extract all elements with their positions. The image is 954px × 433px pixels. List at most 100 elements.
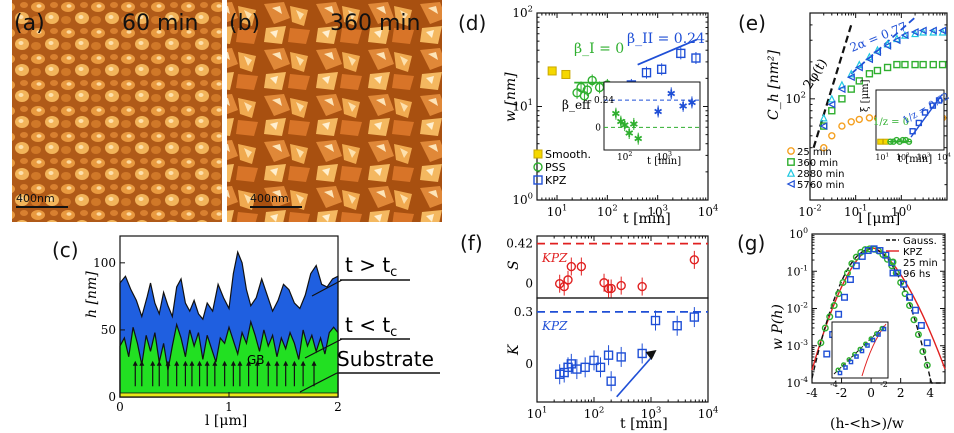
point-2880 min xyxy=(827,94,836,103)
panel-e: (e) 10-2 10-1 100 102 101 102 103 104 C_h [nm²]… xyxy=(738,11,952,227)
panel-b: (b) 360 min 400nm xyxy=(227,0,442,222)
point-360 min xyxy=(919,60,927,69)
inset-d-xtick: 103 xyxy=(657,151,672,163)
panel-tag-c: (c) xyxy=(52,238,79,262)
point-96 hs xyxy=(852,262,860,270)
panel-e-xlabel: l [μm] xyxy=(858,211,900,227)
inset-e-point-green xyxy=(890,138,897,145)
legend-marker-25 xyxy=(889,258,897,266)
ytick-S-0: 0 xyxy=(525,277,533,291)
panel-d-ylabel: w [nm] xyxy=(503,72,519,122)
point-25 min xyxy=(906,302,914,310)
point-360 min xyxy=(855,77,863,85)
point-25 min xyxy=(826,313,834,321)
inset-g-xtick: -2 xyxy=(880,380,888,389)
growth-arrow-head xyxy=(197,360,203,366)
inset-g-point-blue xyxy=(865,343,870,348)
xtick-label: 1 xyxy=(225,400,233,414)
growth-arrow-head xyxy=(189,360,195,366)
xtick-label: 103 xyxy=(641,405,662,421)
panel-c-xlabel: l [μm] xyxy=(205,413,247,429)
point-25 min xyxy=(919,348,927,356)
inset-e-point-blue xyxy=(915,119,923,127)
xtick-label: 102 xyxy=(584,405,605,421)
annot-2phi: 2φ(t) xyxy=(801,56,831,92)
point-5760 min xyxy=(873,48,882,57)
point-25 min xyxy=(901,290,909,298)
xtick-label: 102 xyxy=(597,203,618,219)
legend-marker-5760 xyxy=(786,179,795,189)
point-96 hs xyxy=(906,293,914,301)
ytick-label: 102 xyxy=(512,4,533,20)
panel-e-ylabel: C_h [nm²] xyxy=(766,49,782,120)
inset-g-gauss xyxy=(833,325,885,375)
xtick-label: 10-2 xyxy=(798,203,821,219)
panel-f-bottom-frame xyxy=(536,297,709,403)
inset-d-point-blue: ✱ xyxy=(687,96,696,109)
point-PSS xyxy=(579,91,590,101)
panel-tag-f: (f) xyxy=(460,231,483,255)
inset-e-point-blue xyxy=(909,128,916,135)
point-360 min xyxy=(893,60,901,69)
inset-d-xtick: 102 xyxy=(617,151,632,163)
ytick-K-03: 0.3 xyxy=(514,305,533,319)
point-5760 min xyxy=(837,85,846,94)
point-K xyxy=(689,312,700,322)
inset-d-point-blue: ✱ xyxy=(654,105,663,118)
ytick-label: 10-3 xyxy=(787,338,809,353)
point-96 hs xyxy=(858,252,866,260)
point-25 min xyxy=(820,143,828,152)
panel-tag-d: (d) xyxy=(458,11,486,35)
xtick-label: 101 xyxy=(527,405,548,421)
point-KPZ xyxy=(656,64,667,74)
inset-g-point-blue xyxy=(881,326,887,332)
ytick-label: 10-2 xyxy=(787,301,809,316)
point-PSS xyxy=(587,75,597,86)
point-2880 min xyxy=(900,30,909,39)
point-25 min xyxy=(838,122,846,130)
pointer-above xyxy=(311,279,343,297)
annot-1z-0: 1/z = 0 xyxy=(873,117,909,128)
panel-g-ylabel: w P(h) xyxy=(770,304,786,350)
point-5760 min xyxy=(928,26,937,35)
ytick-label: 50 xyxy=(101,323,116,337)
point-S xyxy=(566,261,577,272)
legend-e-2880: 2880 min xyxy=(797,169,845,180)
xtick-label: 10-1 xyxy=(844,203,867,219)
inset-d-point-green: ✱ xyxy=(629,118,638,131)
growth-arrow-head xyxy=(204,360,210,366)
label-t-below: t < tc xyxy=(345,313,397,340)
panel-tag-g: (g) xyxy=(737,231,765,255)
point-25 min xyxy=(910,316,918,324)
inset-g-xtick: -4 xyxy=(830,380,838,389)
legend-marker-pss xyxy=(533,162,543,172)
point-96 hs xyxy=(835,310,843,318)
label-t-above: t > tc xyxy=(345,253,397,280)
point-PSS xyxy=(582,85,593,95)
point-360 min xyxy=(828,107,836,115)
point-S xyxy=(606,283,616,294)
point-2880 min xyxy=(938,27,947,36)
point-25 min xyxy=(843,269,851,277)
panel-c-ylabel: h [nm] xyxy=(84,271,100,318)
growth-arrow-head xyxy=(222,360,228,366)
pointer-substrate xyxy=(299,372,338,393)
growth-arrow-head xyxy=(132,360,138,366)
legend-g-gauss: Gauss. xyxy=(903,236,937,247)
point-25 min xyxy=(817,339,825,347)
inset-e-point-yellow xyxy=(877,138,884,145)
point-5760 min xyxy=(918,26,927,35)
kpz-label-K: KPZ xyxy=(541,319,568,333)
panel-tag-a: (a) xyxy=(14,11,45,36)
growth-arrow-head xyxy=(274,360,280,366)
legend-marker-smooth xyxy=(533,149,543,159)
point-5760 min xyxy=(910,28,919,36)
time-label-b: 360 min xyxy=(330,11,420,36)
inset-e-xtick: 103 xyxy=(917,152,931,162)
growth-arrow-head xyxy=(311,360,317,366)
fit-beta-II xyxy=(637,38,698,66)
point-25 min xyxy=(865,114,874,122)
point-5760 min xyxy=(883,41,892,50)
